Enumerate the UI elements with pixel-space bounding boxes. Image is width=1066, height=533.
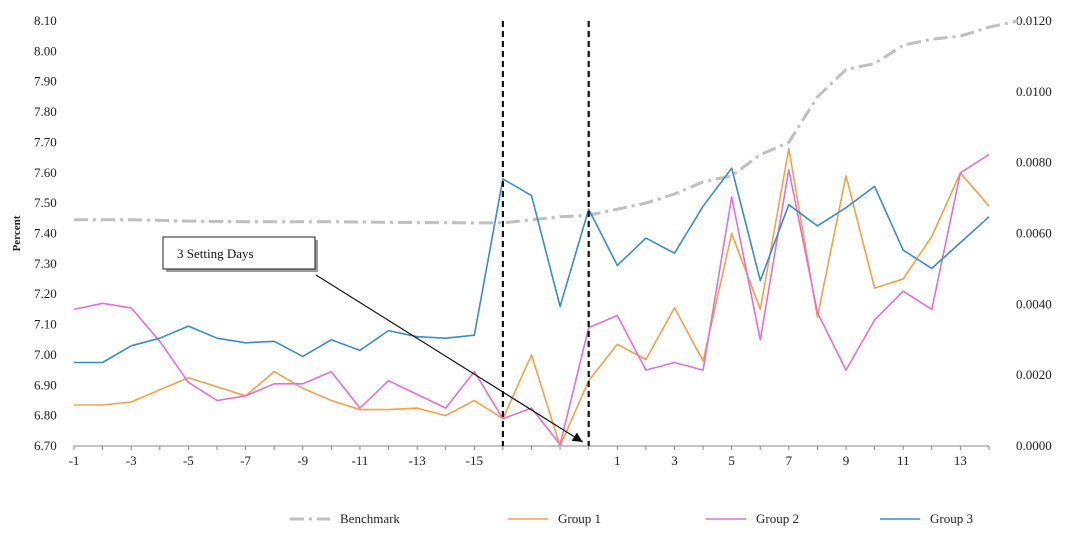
- y-axis-title: Percent: [11, 215, 23, 251]
- annotation: 3 Setting Days: [162, 236, 584, 443]
- x-tick-label: 11: [897, 453, 910, 468]
- y-left-tick-label: 7.60: [34, 165, 57, 180]
- y-right-tick-label: 0.0040: [1016, 296, 1052, 311]
- annotation-box: [162, 236, 316, 270]
- x-tick-label: -1: [69, 453, 80, 468]
- y-left-tick-label: 7.90: [34, 74, 57, 89]
- y-left-tick-label: 7.80: [34, 104, 57, 119]
- x-tick-label: 5: [728, 453, 735, 468]
- x-tick-label: -7: [240, 453, 251, 468]
- x-tick-label: 9: [843, 453, 850, 468]
- x-tick-label: -11: [352, 453, 369, 468]
- series-line-group-3: [74, 167, 990, 364]
- y-left-tick-label: 7.00: [34, 347, 57, 362]
- legend-label: Group 2: [756, 511, 799, 526]
- y-left-tick-label: 6.80: [34, 408, 57, 423]
- series-line-group-1: [74, 147, 990, 447]
- y-left-tick-label: 7.10: [34, 317, 57, 332]
- series-lines: [73, 19, 1018, 447]
- x-tick-label: -15: [466, 453, 483, 468]
- y-right-tick-label: 0.0100: [1016, 84, 1052, 99]
- y-right-tick-label: 0.0060: [1016, 226, 1052, 241]
- y-left-tick-label: 7.30: [34, 256, 57, 271]
- x-tick-label: -13: [408, 453, 425, 468]
- y-left-tick-label: 7.70: [34, 134, 57, 149]
- legend-label: Benchmark: [340, 511, 400, 526]
- x-tick-label: -9: [297, 453, 308, 468]
- series-line-benchmark: [74, 19, 1018, 225]
- legend-label: Group 1: [558, 511, 601, 526]
- annotation-arrow-head: [571, 432, 583, 442]
- y-left-tick-label: 6.90: [34, 377, 57, 392]
- y-right-tick-label: 0.0020: [1016, 367, 1052, 382]
- y-left-tick-label: 7.40: [34, 226, 57, 241]
- y-right-tick-label: 0.0120: [1016, 13, 1052, 28]
- y-left-tick-label: 6.70: [34, 438, 57, 453]
- y-left-tick-label: 8.00: [34, 43, 57, 58]
- vertical-markers: [501, 21, 590, 446]
- y-right-tick-label: 0.0080: [1016, 155, 1052, 170]
- legend-label: Group 3: [930, 511, 973, 526]
- x-tick-label: 3: [671, 453, 678, 468]
- x-tick-label: -3: [126, 453, 137, 468]
- x-tick-label: 13: [954, 453, 967, 468]
- axes: -1 -3 -5 -7 -9 -11 -13 -15 1 3 5 7 9 11 136.706.806.90…: [11, 13, 1052, 468]
- annotation-arrow-line: [315, 274, 584, 443]
- x-tick-label: -5: [183, 453, 194, 468]
- y-left-tick-label: 8.10: [34, 13, 57, 28]
- y-left-tick-label: 7.20: [34, 286, 57, 301]
- x-tick-label: 1: [614, 453, 621, 468]
- annotation-text: 3 Setting Days: [177, 246, 254, 261]
- series-line-group-2: [73, 153, 990, 446]
- legend: Benchmark Group 1 Group 2 Group 3: [290, 511, 973, 526]
- y-left-tick-label: 7.50: [34, 195, 57, 210]
- x-tick-label: 7: [786, 453, 793, 468]
- y-right-tick-label: 0.0000: [1016, 438, 1052, 453]
